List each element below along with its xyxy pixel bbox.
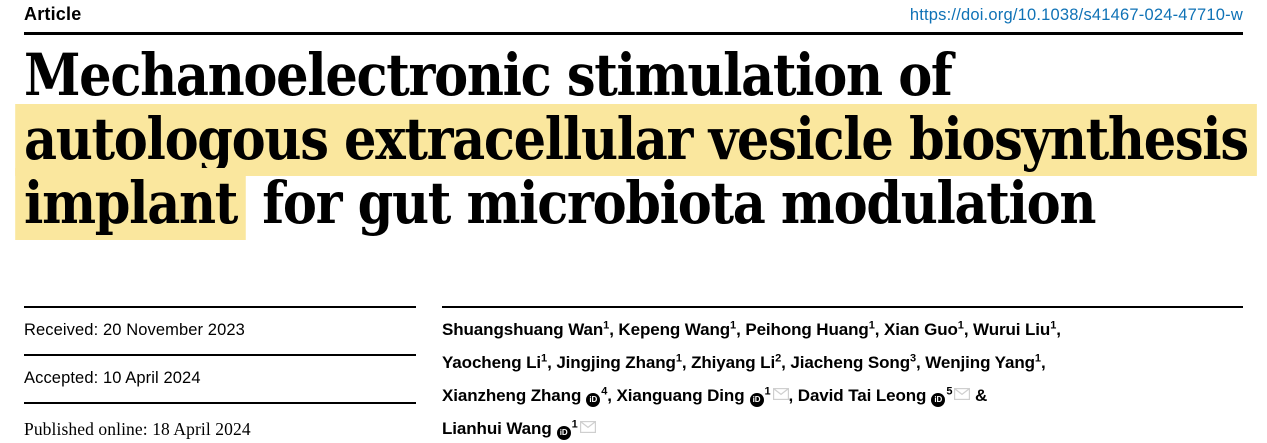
author-name-text: , David Tai Leong xyxy=(788,386,927,405)
email-icon[interactable] xyxy=(579,421,596,434)
orcid-icon[interactable]: iD xyxy=(556,425,571,440)
received-date: Received: 20 November 2023 xyxy=(24,306,416,354)
author-name-text: , Wurui Liu xyxy=(963,320,1051,339)
affiliation-superscript: 1 xyxy=(1034,352,1041,365)
title-segment-highlighted: autologous extracellular vesicle biosynt… xyxy=(15,104,1257,176)
affiliation-superscript: 4 xyxy=(601,385,608,398)
title-segment-highlighted: implant xyxy=(15,168,246,240)
title-segment: for gut microbiota modulation xyxy=(245,169,1096,237)
dates-column: Received: 20 November 2023 Accepted: 10 … xyxy=(24,306,416,443)
authors-list: Shuangshuang Wan1, Kepeng Wang1, Peihong… xyxy=(442,306,1243,443)
orcid-icon[interactable]: iD xyxy=(749,392,764,407)
affiliation-superscript: 1 xyxy=(1050,319,1057,332)
affiliation-superscript: 1 xyxy=(730,319,737,332)
published-date: Published online: 18 April 2024 xyxy=(24,402,416,443)
affiliation-superscript: 5 xyxy=(946,385,953,398)
affiliation-superscript: 2 xyxy=(775,352,782,365)
affiliation-superscript: 1 xyxy=(541,352,548,365)
author-name-text: Xianzheng Zhang xyxy=(442,386,582,405)
title-line: Mechanoelectronic stimulation of xyxy=(24,43,1097,107)
author-line: Yaocheng Li1, Jingjing Zhang1, Zhiyang L… xyxy=(442,346,1243,379)
affiliation-superscript: 1 xyxy=(957,319,964,332)
affiliation-superscript: 1 xyxy=(603,319,610,332)
author-name-text: Shuangshuang Wan xyxy=(442,320,604,339)
paper-title: Mechanoelectronic stimulation of autologo… xyxy=(15,43,1257,240)
author-name-text: , Peihong Huang xyxy=(736,320,869,339)
author-name-text: , Kepeng Wang xyxy=(609,320,731,339)
affiliation-superscript: 1 xyxy=(675,352,682,365)
title-line: implant for gut microbiota modulation xyxy=(15,168,1097,240)
title-segment: Mechanoelectronic stimulation of xyxy=(24,41,953,109)
author-name-text: , Xian Guo xyxy=(874,320,958,339)
header-row: Article https://doi.org/10.1038/s41467-0… xyxy=(24,0,1243,25)
orcid-icon[interactable]: iD xyxy=(586,392,601,407)
author-line: Shuangshuang Wan1, Kepeng Wang1, Peihong… xyxy=(442,313,1243,346)
title-line: autologous extracellular vesicle biosynt… xyxy=(15,104,1257,176)
author-name-text: Lianhui Wang xyxy=(442,419,552,438)
author-name-text: , Jiacheng Song xyxy=(781,353,910,372)
affiliation-superscript: 3 xyxy=(909,352,917,365)
doi-link[interactable]: https://doi.org/10.1038/s41467-024-47710… xyxy=(909,6,1243,24)
affiliation-superscript: 1 xyxy=(764,385,771,398)
article-type-label: Article xyxy=(24,4,82,24)
author-name-text: , Wenjing Yang xyxy=(916,353,1035,372)
author-line: Xianzheng Zhang iD4, Xianguang Ding iD1, D… xyxy=(442,379,1243,412)
author-name-text: , Jingjing Zhang xyxy=(547,353,676,372)
email-icon[interactable] xyxy=(954,388,971,401)
author-name-text: , Zhiyang Li xyxy=(681,353,776,372)
author-line: Lianhui Wang iD1 xyxy=(442,412,1243,443)
author-name-text: , xyxy=(1056,320,1061,339)
meta-section: Received: 20 November 2023 Accepted: 10 … xyxy=(24,306,1243,443)
author-name-text: , xyxy=(1040,353,1046,372)
author-name-text: Yaocheng Li xyxy=(442,353,542,372)
email-icon[interactable] xyxy=(772,388,789,401)
author-name-text: & xyxy=(970,386,988,405)
affiliation-superscript: 1 xyxy=(868,319,875,332)
accepted-date: Accepted: 10 April 2024 xyxy=(24,354,416,402)
header-divider-rule xyxy=(24,32,1243,35)
author-name-text: , Xianguang Ding xyxy=(607,386,745,405)
orcid-icon[interactable]: iD xyxy=(931,392,946,407)
affiliation-superscript: 1 xyxy=(571,418,578,431)
